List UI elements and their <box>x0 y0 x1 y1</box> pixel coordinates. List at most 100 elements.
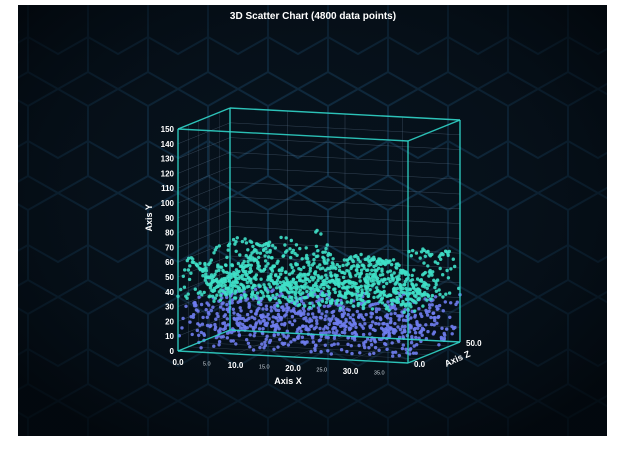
data-point[interactable] <box>216 263 220 267</box>
data-point[interactable] <box>189 271 193 275</box>
data-point[interactable] <box>415 277 420 281</box>
data-point[interactable] <box>327 293 331 297</box>
data-point[interactable] <box>385 305 390 309</box>
data-point[interactable] <box>449 267 453 271</box>
data-point[interactable] <box>397 353 401 358</box>
data-point[interactable] <box>186 292 190 296</box>
data-point[interactable] <box>335 278 340 282</box>
data-point[interactable] <box>368 352 372 356</box>
data-point[interactable] <box>259 277 263 281</box>
data-point[interactable] <box>388 321 393 325</box>
data-point[interactable] <box>400 331 404 335</box>
data-point[interactable] <box>266 278 270 282</box>
data-point[interactable] <box>355 309 359 314</box>
data-point[interactable] <box>360 288 364 292</box>
data-point[interactable] <box>434 289 439 293</box>
data-point[interactable] <box>322 260 326 264</box>
data-point[interactable] <box>421 247 425 251</box>
data-point[interactable] <box>282 307 286 311</box>
data-point[interactable] <box>400 314 404 318</box>
data-point[interactable] <box>420 314 424 319</box>
data-point[interactable] <box>378 293 383 297</box>
data-point[interactable] <box>421 292 425 297</box>
data-point[interactable] <box>189 256 193 260</box>
data-point[interactable] <box>199 346 203 350</box>
data-point[interactable] <box>368 324 372 328</box>
data-point[interactable] <box>392 331 396 335</box>
data-point[interactable] <box>231 280 235 284</box>
data-point[interactable] <box>186 268 191 272</box>
data-point[interactable] <box>251 348 256 352</box>
data-point[interactable] <box>236 285 240 289</box>
data-point[interactable] <box>265 307 269 311</box>
data-point[interactable] <box>232 316 236 321</box>
data-point[interactable] <box>308 269 312 273</box>
data-point[interactable] <box>414 335 418 340</box>
data-point[interactable] <box>253 287 258 292</box>
data-point[interactable] <box>325 297 329 301</box>
data-point[interactable] <box>238 253 242 257</box>
data-point[interactable] <box>255 251 259 255</box>
data-point[interactable] <box>265 250 269 254</box>
data-point[interactable] <box>306 312 310 316</box>
data-point[interactable] <box>390 302 394 306</box>
data-point[interactable] <box>326 258 330 262</box>
data-point[interactable] <box>365 300 370 304</box>
data-point[interactable] <box>222 321 227 325</box>
data-point[interactable] <box>300 340 304 344</box>
data-point[interactable] <box>403 324 407 329</box>
data-point[interactable] <box>180 326 184 330</box>
data-point[interactable] <box>304 295 309 300</box>
data-point[interactable] <box>360 291 364 295</box>
data-point[interactable] <box>224 293 228 297</box>
data-point[interactable] <box>348 271 352 276</box>
data-point[interactable] <box>281 294 285 299</box>
data-point[interactable] <box>300 335 305 339</box>
data-point[interactable] <box>208 261 212 265</box>
data-point[interactable] <box>339 324 343 328</box>
data-point[interactable] <box>208 294 212 298</box>
data-point[interactable] <box>281 280 286 284</box>
data-point[interactable] <box>284 276 288 280</box>
data-point[interactable] <box>257 283 261 287</box>
data-point[interactable] <box>446 252 450 256</box>
data-point[interactable] <box>414 351 418 355</box>
data-point[interactable] <box>223 313 227 317</box>
data-point[interactable] <box>347 256 352 261</box>
data-point[interactable] <box>409 254 413 258</box>
data-point[interactable] <box>412 268 416 272</box>
data-point[interactable] <box>391 305 395 310</box>
data-point[interactable] <box>429 322 434 327</box>
data-point[interactable] <box>337 265 342 269</box>
data-point[interactable] <box>298 326 302 330</box>
data-point[interactable] <box>244 241 249 245</box>
data-point[interactable] <box>367 292 371 296</box>
data-point[interactable] <box>275 292 279 297</box>
data-point[interactable] <box>311 340 315 344</box>
data-point[interactable] <box>364 312 368 317</box>
data-point[interactable] <box>447 249 451 254</box>
data-point[interactable] <box>433 316 437 320</box>
data-point[interactable] <box>304 256 308 260</box>
data-point[interactable] <box>274 308 279 312</box>
data-point[interactable] <box>267 255 271 259</box>
data-point[interactable] <box>213 322 217 327</box>
data-point[interactable] <box>223 263 228 267</box>
data-point[interactable] <box>351 304 355 308</box>
data-point[interactable] <box>351 259 355 264</box>
data-point[interactable] <box>282 323 287 327</box>
data-point[interactable] <box>324 246 328 251</box>
data-point[interactable] <box>325 261 329 265</box>
data-point[interactable] <box>302 309 306 313</box>
data-point[interactable] <box>286 298 290 302</box>
data-point[interactable] <box>266 262 270 266</box>
data-point[interactable] <box>343 331 347 335</box>
data-point[interactable] <box>269 309 273 313</box>
data-point[interactable] <box>312 252 316 256</box>
data-point[interactable] <box>343 328 347 332</box>
data-point[interactable] <box>238 306 242 310</box>
data-point[interactable] <box>217 268 221 272</box>
data-point[interactable] <box>323 317 327 322</box>
data-point[interactable] <box>441 295 445 299</box>
data-point[interactable] <box>356 289 360 294</box>
